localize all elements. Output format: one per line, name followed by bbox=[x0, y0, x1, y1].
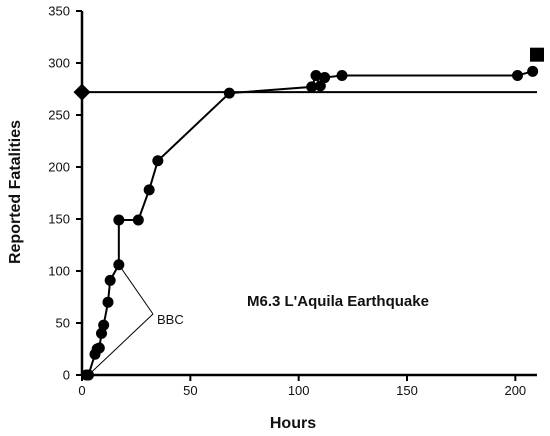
square-marker bbox=[530, 47, 544, 62]
data-point bbox=[93, 342, 105, 354]
data-point bbox=[102, 296, 114, 308]
x-axis-title: Hours bbox=[270, 415, 316, 432]
data-point bbox=[152, 155, 164, 167]
y-tick-label: 200 bbox=[48, 160, 70, 175]
x-tick-label: 200 bbox=[504, 383, 526, 398]
bbc-annotation-label: BBC bbox=[157, 312, 184, 327]
data-point bbox=[143, 184, 155, 196]
y-tick-label: 50 bbox=[56, 316, 70, 331]
data-point bbox=[306, 81, 318, 93]
data-point bbox=[314, 80, 326, 92]
data-point bbox=[132, 214, 144, 226]
x-tick-label: 150 bbox=[396, 383, 418, 398]
y-tick-label: 300 bbox=[48, 56, 70, 71]
y-tick-label: 0 bbox=[63, 368, 70, 383]
y-axis-title: Reported Fatalities bbox=[7, 120, 24, 264]
data-point bbox=[336, 69, 348, 81]
axis-layer: 0 50 100 150 200 250 300 350 0 50 100 150 200 bbox=[48, 4, 537, 398]
data-point bbox=[113, 214, 125, 226]
x-tick-label: 100 bbox=[288, 383, 310, 398]
data-point bbox=[96, 327, 107, 339]
reference-layer bbox=[73, 83, 537, 101]
x-tick-label: 50 bbox=[183, 383, 197, 398]
bbc-arrow-line bbox=[118, 264, 154, 315]
data-point bbox=[223, 87, 235, 99]
data-point bbox=[310, 69, 322, 81]
series-line bbox=[86, 70, 533, 376]
x-tick-label: 0 bbox=[78, 383, 85, 398]
series-layer bbox=[80, 47, 544, 381]
annotation-layer bbox=[88, 264, 154, 376]
bbc-arrow-line bbox=[88, 313, 154, 376]
y-tick-label: 100 bbox=[48, 264, 70, 279]
chart-annotation-title: M6.3 L'Aquila Earthquake bbox=[247, 293, 429, 310]
data-point bbox=[512, 69, 523, 81]
data-point bbox=[104, 274, 116, 286]
y-tick-label: 150 bbox=[48, 212, 70, 227]
data-point bbox=[319, 72, 331, 84]
data-point bbox=[98, 319, 110, 331]
y-tick-label: 250 bbox=[48, 108, 70, 123]
data-point bbox=[527, 65, 539, 77]
y-tick-label: 350 bbox=[48, 4, 70, 19]
